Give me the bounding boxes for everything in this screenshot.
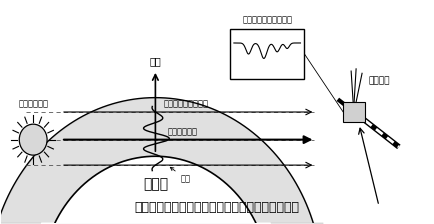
Text: 人工衛星: 人工衛星 (368, 77, 390, 86)
Text: （太陽光源）: （太陽光源） (18, 100, 48, 109)
Text: （大気吸収）: （大気吸収） (168, 127, 197, 136)
Text: 図　宇宙における太陽の大気透過光観測システム: 図 宇宙における太陽の大気透過光観測システム (135, 201, 299, 214)
Text: 高度: 高度 (150, 57, 161, 67)
Text: 観測スペクトル（ｙ）: 観測スペクトル（ｙ） (242, 16, 292, 25)
Bar (343, 102, 365, 122)
Circle shape (19, 124, 47, 155)
Bar (230, 29, 304, 79)
Text: 吸収気体濃度（ｘ）: 吸収気体濃度（ｘ） (163, 100, 208, 109)
Text: 濃度: 濃度 (170, 167, 190, 183)
Text: 地　球: 地 球 (143, 177, 168, 191)
